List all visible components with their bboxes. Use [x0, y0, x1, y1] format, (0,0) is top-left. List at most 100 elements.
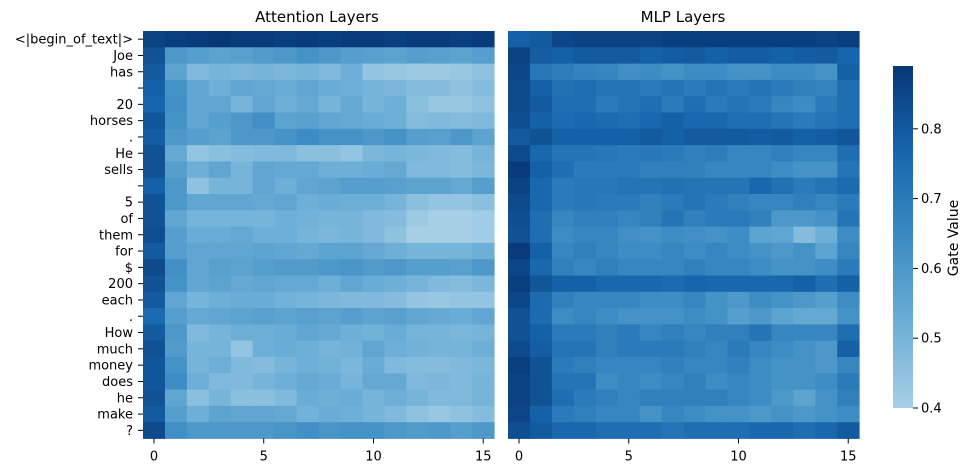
heatmap-cell: [551, 259, 575, 276]
y-tick-label: .: [129, 130, 133, 145]
heatmap-cell: [529, 47, 553, 64]
heatmap-cell: [661, 128, 684, 146]
heatmap-cell: [573, 210, 597, 227]
heatmap-cell: [595, 226, 619, 244]
heatmap-cell: [749, 63, 772, 81]
heatmap-cell: [274, 210, 298, 227]
heatmap-cell: [450, 31, 473, 48]
heatmap-cell: [274, 79, 298, 97]
heatmap-cell: [573, 31, 597, 48]
heatmap-cell: [727, 357, 750, 374]
heatmap-cell: [749, 226, 772, 244]
heatmap-cell: [727, 210, 750, 227]
heatmap-cell: [661, 324, 684, 342]
heatmap-cell: [143, 161, 166, 179]
heatmap-cell: [318, 112, 341, 130]
heatmap-cell: [727, 389, 750, 407]
y-tick-label: them: [99, 228, 133, 243]
heatmap-cell: [362, 145, 385, 162]
heatmap-cell: [143, 226, 166, 244]
heatmap-cell: [529, 145, 553, 162]
heatmap-cell: [639, 405, 663, 423]
heatmap-cell: [617, 275, 641, 293]
heatmap-cell: [771, 63, 794, 81]
heatmap-cell: [428, 340, 451, 358]
attention-cells: [143, 31, 495, 439]
heatmap-cell: [450, 405, 473, 423]
heatmap-cell: [508, 340, 531, 358]
heatmap-cell: [529, 308, 553, 325]
heatmap-cell: [573, 145, 597, 162]
heatmap-cell: [661, 161, 684, 179]
heatmap-cell: [428, 242, 451, 260]
heatmap-cell: [472, 161, 495, 179]
heatmap-cell: [274, 422, 298, 439]
heatmap-cell: [683, 308, 706, 325]
heatmap-cell: [793, 210, 816, 227]
heatmap-cell: [529, 79, 553, 97]
heatmap-cell: [705, 308, 728, 325]
heatmap-cell: [815, 405, 838, 423]
heatmap-cell: [362, 405, 385, 423]
heatmap-cell: [406, 145, 429, 162]
heatmap-cell: [472, 422, 495, 439]
heatmap-cell: [296, 210, 319, 227]
heatmap-cell: [384, 96, 407, 113]
heatmap-cell: [683, 405, 706, 423]
heatmap-cell: [617, 324, 641, 342]
heatmap-cell: [508, 161, 531, 179]
heatmap-cell: [727, 340, 750, 358]
heatmap-cell: [639, 340, 663, 358]
heatmap-cell: [749, 357, 772, 374]
heatmap-cell: [508, 31, 531, 48]
heatmap-cell: [384, 128, 407, 146]
heatmap-cell: [705, 128, 728, 146]
heatmap-cell: [340, 340, 363, 358]
heatmap-cell: [252, 389, 276, 407]
heatmap-cell: [318, 275, 341, 293]
heatmap-cell: [164, 340, 188, 358]
heatmap-cell: [340, 308, 363, 325]
heatmap-cell: [749, 194, 772, 211]
heatmap-cell: [296, 291, 319, 309]
heatmap-cell: [551, 308, 575, 325]
heatmap-cell: [164, 308, 188, 325]
y-tick-label: ?: [126, 424, 133, 439]
heatmap-cell: [143, 79, 166, 97]
heatmap-cell: [450, 389, 473, 407]
heatmap-cell: [164, 373, 188, 390]
heatmap-cell: [595, 112, 619, 130]
heatmap-cell: [230, 242, 254, 260]
heatmap-cell: [837, 177, 860, 195]
heatmap-cell: [296, 145, 319, 162]
heatmap-cell: [727, 63, 750, 81]
heatmap-cell: [595, 177, 619, 195]
heatmap-cell: [639, 194, 663, 211]
heatmap-cell: [428, 79, 451, 97]
colorbar-tick-label: 0.6: [921, 262, 942, 277]
heatmap-cell: [661, 47, 684, 64]
heatmap-cell: [186, 128, 210, 146]
heatmap-cell: [749, 405, 772, 423]
heatmap-cell: [428, 357, 451, 374]
heatmap-cell: [164, 161, 188, 179]
heatmap-cell: [749, 112, 772, 130]
heatmap-cell: [450, 96, 473, 113]
panel-title-attention: Attention Layers: [255, 8, 379, 26]
heatmap-cell: [296, 405, 319, 423]
heatmap-cell: [362, 242, 385, 260]
heatmap-cell: [186, 405, 210, 423]
y-tick-label: make: [97, 408, 133, 423]
heatmap-cell: [252, 177, 276, 195]
heatmap-cell: [362, 357, 385, 374]
heatmap-cell: [815, 177, 838, 195]
heatmap-cell: [252, 210, 276, 227]
y-tick-label: horses: [90, 114, 133, 129]
heatmap-cell: [639, 161, 663, 179]
heatmap-cell: [164, 291, 188, 309]
heatmap-cell: [815, 275, 838, 293]
heatmap-cell: [252, 226, 276, 244]
y-tick-label: 20: [116, 98, 133, 113]
heatmap-cell: [340, 63, 363, 81]
heatmap-cell: [573, 194, 597, 211]
